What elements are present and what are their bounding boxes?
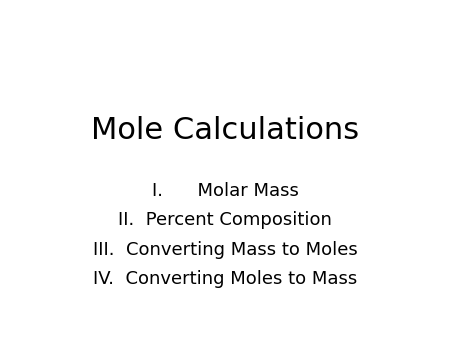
Text: IV.  Converting Moles to Mass: IV. Converting Moles to Mass [93, 270, 357, 288]
Text: Mole Calculations: Mole Calculations [91, 116, 359, 145]
Text: II.  Percent Composition: II. Percent Composition [118, 211, 332, 230]
Text: I.      Molar Mass: I. Molar Mass [152, 182, 298, 200]
Text: III.  Converting Mass to Moles: III. Converting Mass to Moles [93, 241, 357, 259]
